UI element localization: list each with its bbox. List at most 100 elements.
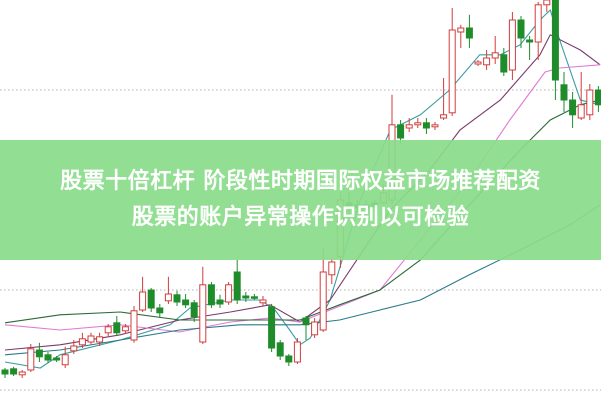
candle-body xyxy=(18,371,26,376)
candle-body xyxy=(569,99,577,116)
candle-body xyxy=(44,354,52,361)
candle-up xyxy=(130,306,138,343)
candle-up xyxy=(121,324,129,334)
candle-body xyxy=(147,289,155,309)
candle-body xyxy=(302,317,310,326)
candle-body xyxy=(199,284,207,343)
candle-up xyxy=(70,340,78,354)
candle-down xyxy=(422,118,430,134)
banner-title-line-2: 股票的账户异常操作识别以可检验 xyxy=(131,205,470,230)
candle-body xyxy=(96,336,104,343)
candle-up xyxy=(104,324,112,336)
candle-down xyxy=(190,300,198,322)
candle-body xyxy=(517,19,525,39)
candle-down xyxy=(560,72,568,112)
candle-body xyxy=(173,294,181,303)
candle-down xyxy=(44,352,52,363)
candle-up xyxy=(293,338,301,364)
candle-body xyxy=(27,348,35,371)
candle-body xyxy=(35,349,43,358)
candle-down xyxy=(233,260,241,304)
candle-down xyxy=(594,86,601,112)
candle-body xyxy=(508,19,516,71)
candle-body xyxy=(104,326,112,334)
candle-body xyxy=(526,39,534,43)
candle-body xyxy=(268,306,276,349)
candle-up xyxy=(27,344,35,372)
candle-body xyxy=(276,342,284,357)
candle-up xyxy=(440,78,448,120)
candle-up xyxy=(491,36,499,64)
candle-body xyxy=(53,357,61,361)
title-banner: 股票十倍杠杆 阶段性时期国际权益市场推荐配资 股票的账户异常操作识别以可检验 xyxy=(0,140,601,260)
candle-down xyxy=(53,356,61,362)
candle-down xyxy=(35,342,43,362)
candle-up xyxy=(543,0,551,12)
candle-body xyxy=(10,368,18,375)
candle-body xyxy=(78,338,86,346)
candle-body xyxy=(414,122,422,126)
candle-up xyxy=(431,122,439,130)
candle-down xyxy=(268,304,276,352)
candle-up xyxy=(139,276,147,312)
candle-body xyxy=(422,122,430,129)
candle-up xyxy=(483,50,491,70)
candle-up xyxy=(328,258,336,284)
candle-body xyxy=(457,27,465,33)
candle-body xyxy=(164,293,172,302)
candle-up xyxy=(259,296,267,306)
candle-body xyxy=(113,322,121,334)
candle-down xyxy=(147,288,155,312)
candle-body xyxy=(543,0,551,6)
candle-body xyxy=(534,4,542,43)
candle-body xyxy=(491,52,499,59)
candle-body xyxy=(182,299,190,306)
candle-up xyxy=(87,332,95,345)
candle-up xyxy=(61,346,69,368)
candle-down xyxy=(250,294,258,300)
candle-down xyxy=(216,294,224,308)
candle-body xyxy=(586,89,594,116)
candle-body xyxy=(207,284,215,306)
candle-body xyxy=(431,124,439,128)
candle-down xyxy=(517,16,525,48)
candle-up xyxy=(508,12,516,80)
candle-body xyxy=(225,284,233,303)
candle-body xyxy=(233,271,241,301)
candle-up xyxy=(534,2,542,60)
candle-down xyxy=(526,36,534,60)
candle-body xyxy=(130,310,138,341)
candle-up xyxy=(474,60,482,66)
candle-up xyxy=(586,84,594,120)
candle-body xyxy=(319,271,327,331)
candle-up xyxy=(225,282,233,305)
candle-up xyxy=(18,370,26,378)
candle-down xyxy=(182,294,190,308)
candle-up xyxy=(577,72,585,120)
candle-down xyxy=(465,14,473,48)
candle-body xyxy=(483,57,491,66)
candle-down xyxy=(500,48,508,76)
candle-up xyxy=(457,24,465,48)
candle-body xyxy=(448,29,456,114)
moving-average-line xyxy=(4,99,601,324)
candle-body xyxy=(551,0,559,81)
candle-down xyxy=(569,92,577,128)
banner-title-line-1: 股票十倍杠杆 阶段性时期国际权益市场推荐配资 xyxy=(60,169,541,194)
candle-up xyxy=(405,118,413,132)
candle-up xyxy=(448,8,456,116)
candle-down xyxy=(156,304,164,318)
candle-up xyxy=(78,332,86,348)
candle-body xyxy=(259,299,267,304)
candle-body xyxy=(156,307,164,314)
candle-body xyxy=(560,84,568,101)
candle-up xyxy=(319,248,327,332)
candle-body xyxy=(242,295,250,299)
candle-body xyxy=(474,61,482,65)
candle-down xyxy=(113,316,121,336)
candle-body xyxy=(440,114,448,119)
candle-body xyxy=(465,27,473,39)
candle-body xyxy=(500,54,508,73)
candle-body xyxy=(216,299,224,305)
